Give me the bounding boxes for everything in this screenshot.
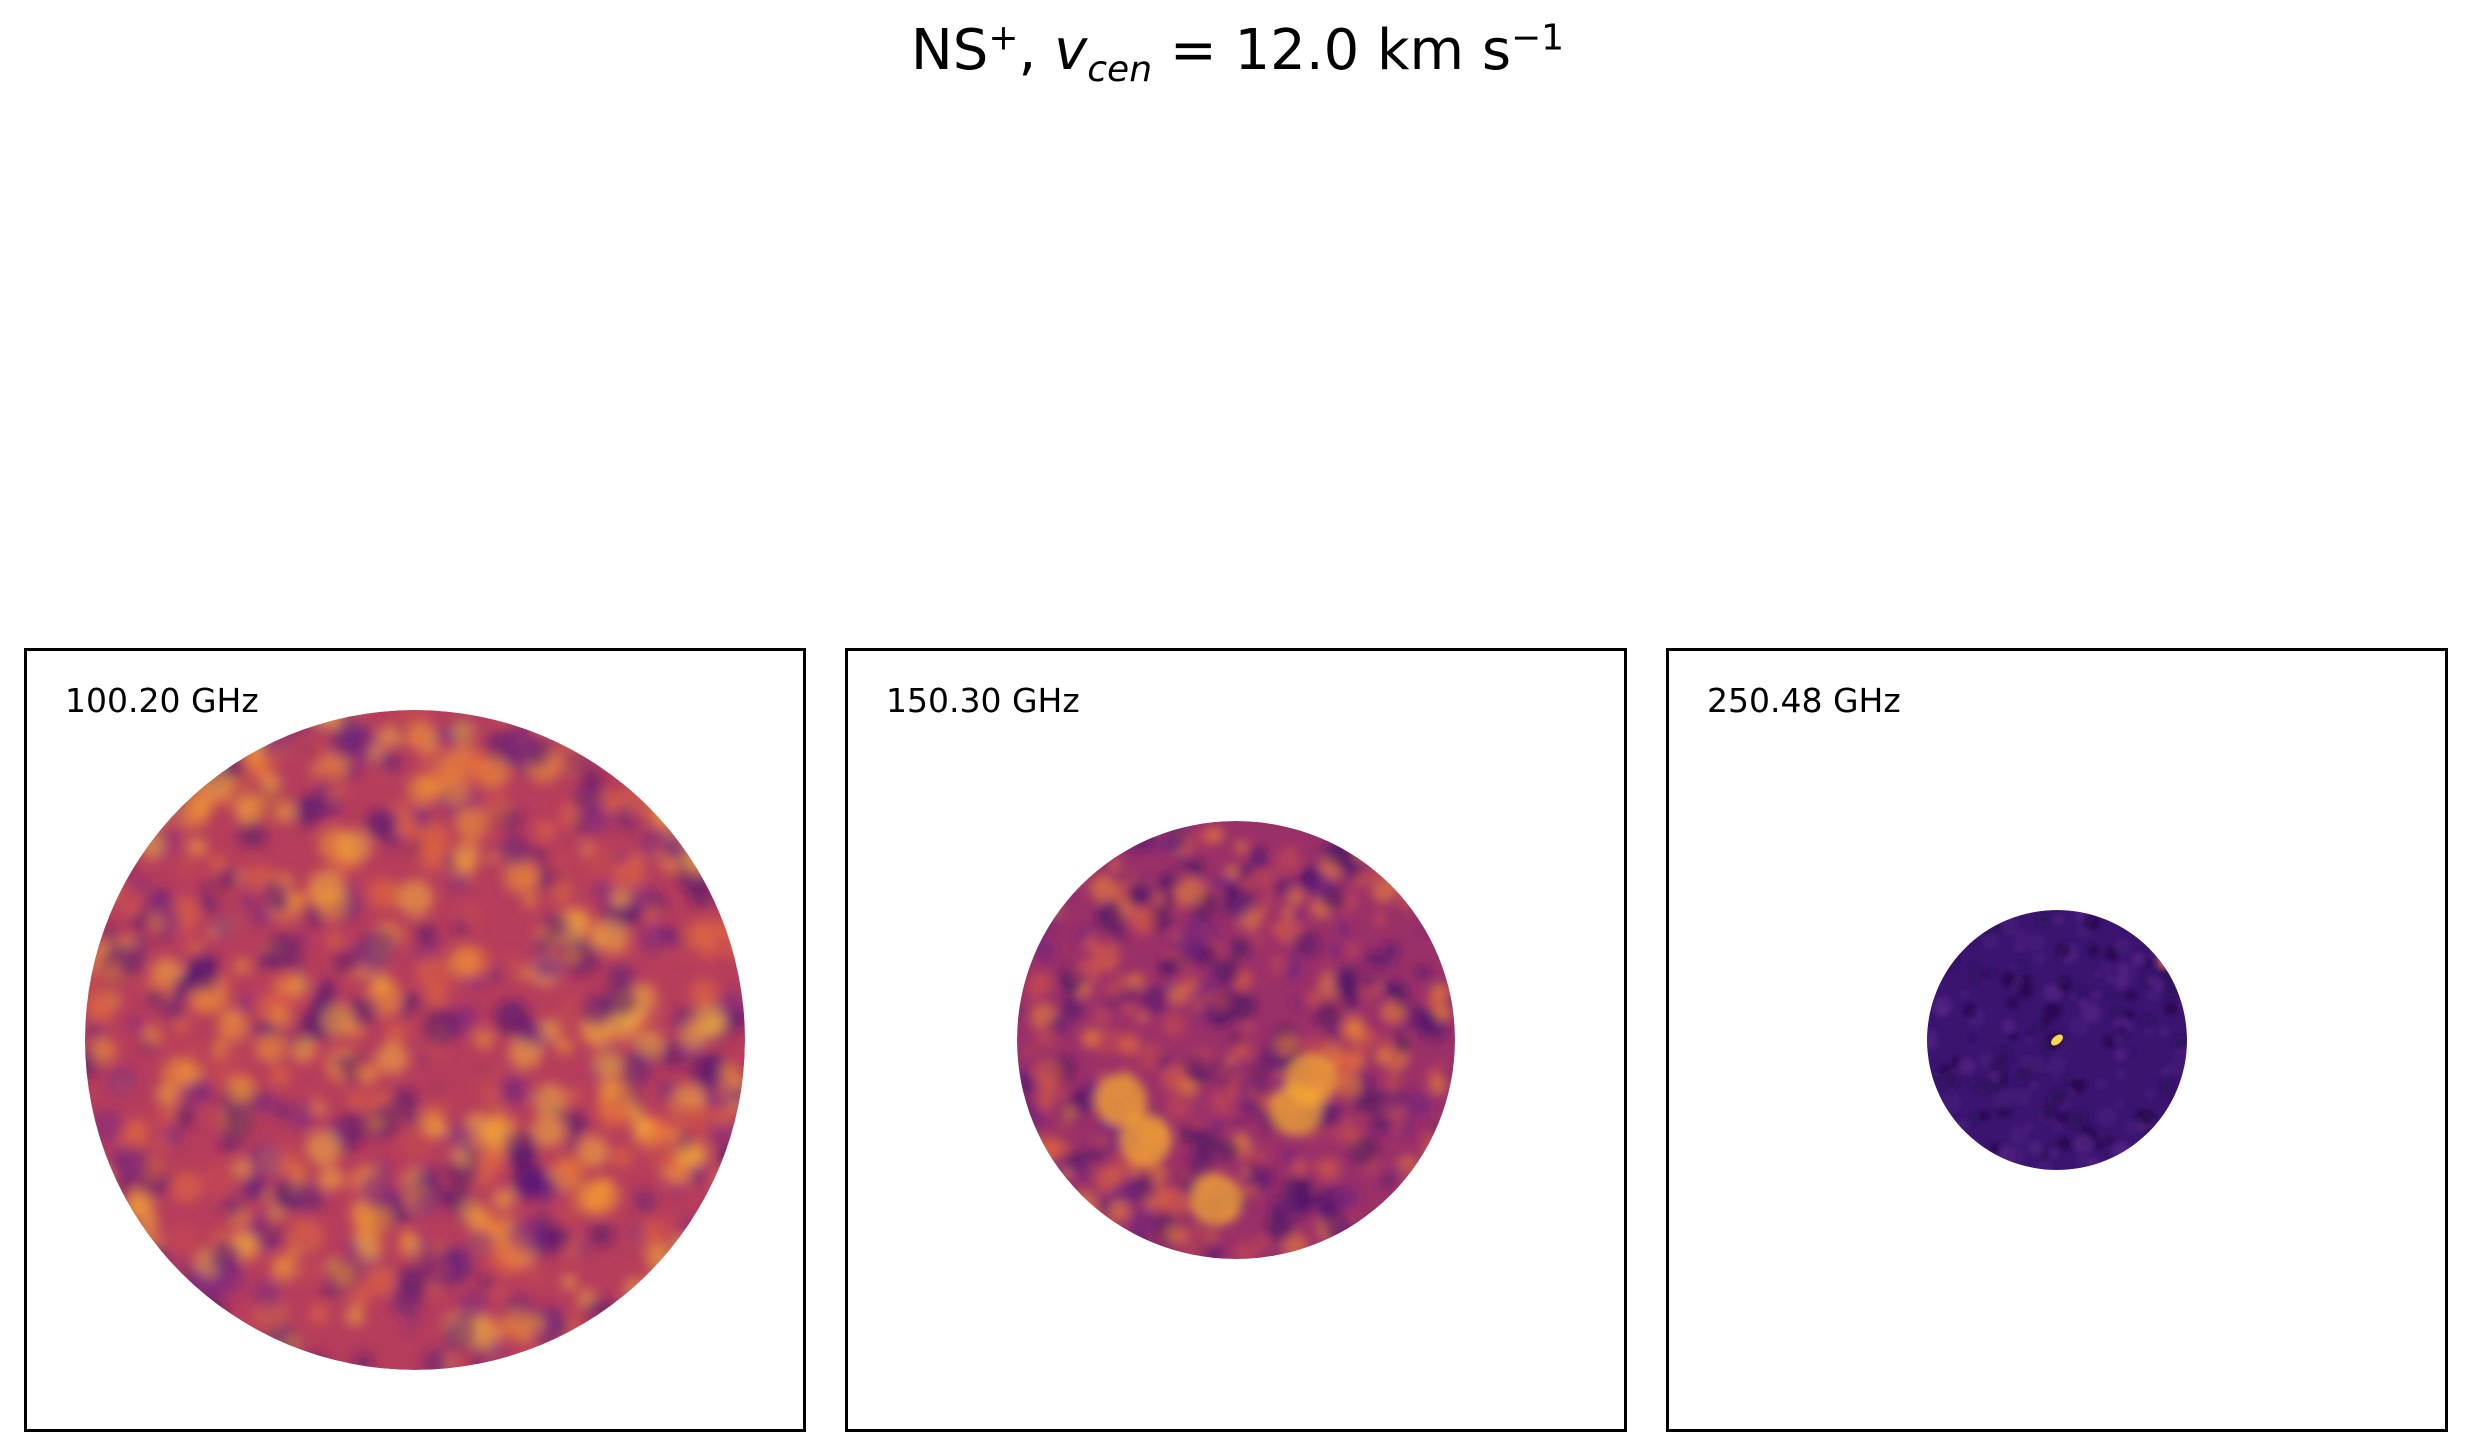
title-var-sub: cen <box>1087 49 1153 91</box>
panel-2: 150.30 GHz <box>845 648 1627 1432</box>
map-svg-1 <box>85 710 745 1370</box>
map-2-image <box>1017 821 1455 1259</box>
figure-title: NS+, vcen = 12.0 km s−1 <box>0 17 2475 88</box>
title-eq: = 12.0 km s <box>1152 18 1511 83</box>
panel-label-2: 150.30 GHz <box>886 681 1080 720</box>
title-charge: + <box>988 17 1019 59</box>
panel-1: 100.20 GHz <box>24 648 806 1432</box>
title-var: v <box>1054 18 1088 83</box>
map-svg-2 <box>1017 821 1455 1259</box>
panel-label-3: 250.48 GHz <box>1707 681 1901 720</box>
central-source <box>2051 1034 2063 1046</box>
map-svg-3 <box>1927 910 2187 1170</box>
title-species: NS <box>910 18 989 83</box>
map-3-image <box>1927 910 2187 1170</box>
map-1-image <box>85 710 745 1370</box>
panel-3: 250.48 GHz <box>1666 648 2448 1432</box>
panel-label-1: 100.20 GHz <box>65 681 259 720</box>
title-sep: , <box>1018 18 1055 83</box>
title-exp: −1 <box>1511 17 1565 59</box>
